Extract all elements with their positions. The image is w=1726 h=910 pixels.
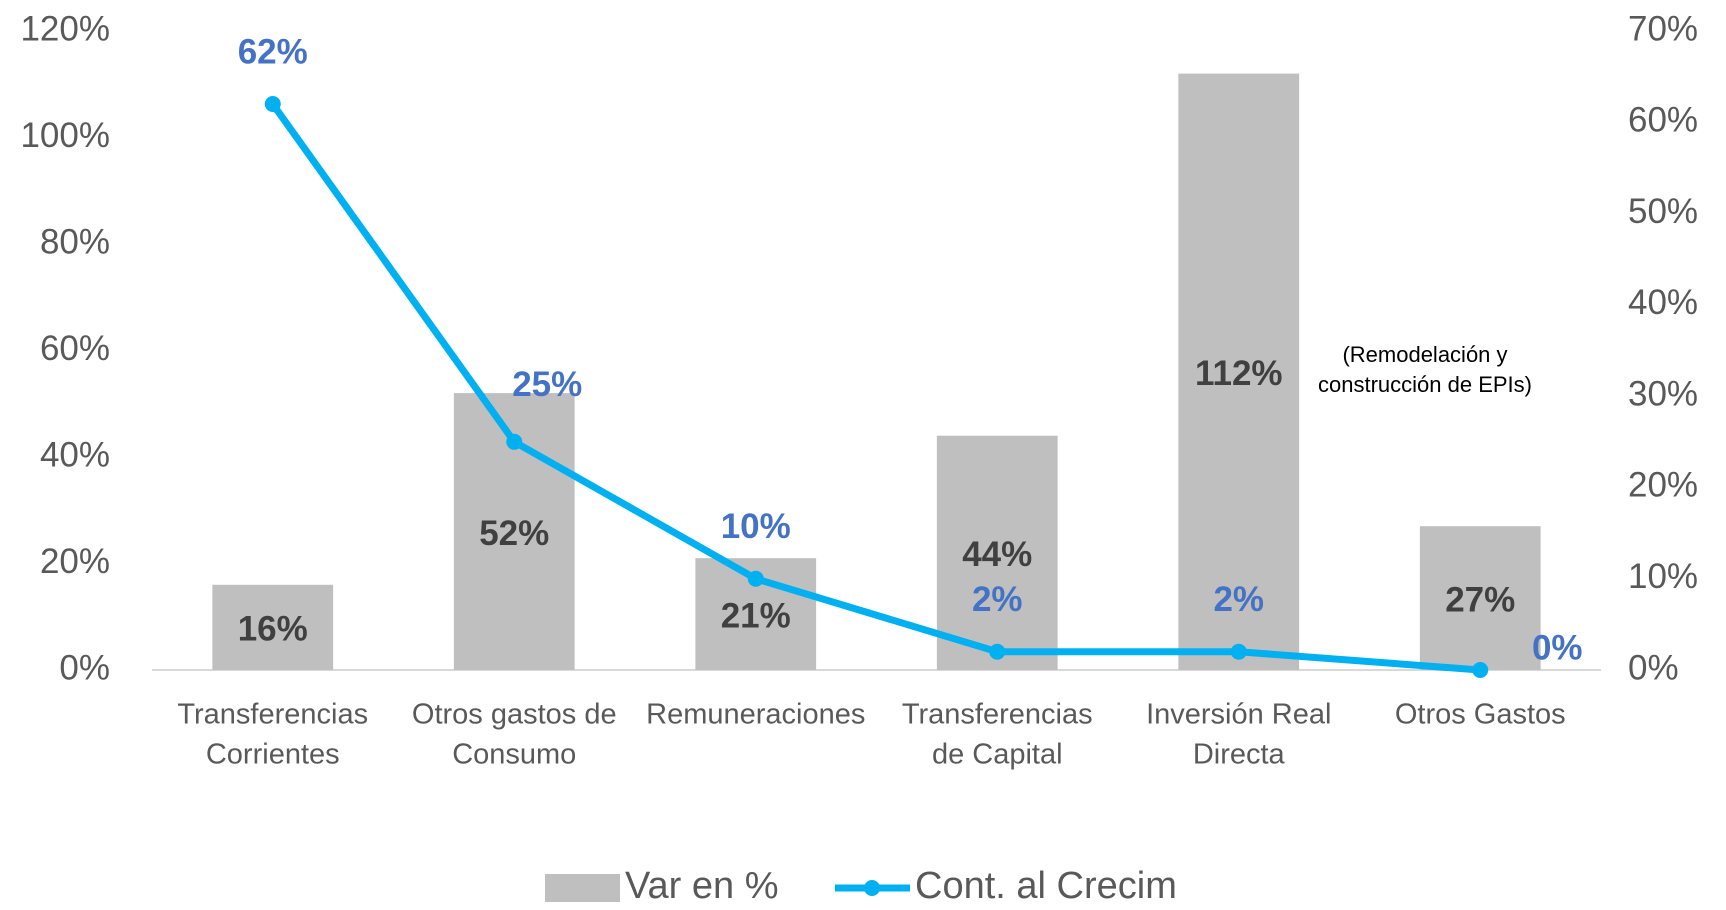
x-tick-label: Transferencias [177, 699, 368, 731]
line-point [747, 570, 764, 587]
line [269, 101, 1481, 674]
legend-swatch [545, 874, 620, 902]
legend-label: Cont. al Crecim [915, 865, 1177, 907]
y-tick-label: 0% [59, 648, 110, 687]
bar-label: 27% [1445, 580, 1515, 619]
bar-label: 44% [962, 535, 1032, 574]
x-tick-label: Otros gastos de [412, 699, 617, 731]
x-tick-label: Consumo [452, 739, 576, 771]
y2-tick-label: 50% [1628, 192, 1698, 231]
y-tick-label: 60% [40, 329, 110, 368]
bar-label: 112% [1195, 354, 1283, 393]
line-point [1472, 662, 1489, 678]
y2-tick-label: 30% [1628, 374, 1698, 413]
line-point [264, 96, 281, 113]
bar [1419, 526, 1541, 670]
y-tick-label: 120% [20, 9, 110, 48]
x-tick-label: Otros Gastos [1395, 699, 1566, 731]
x-tick-label: de Capital [932, 739, 1063, 771]
line-label: 2% [1213, 580, 1264, 619]
annotation: construcción de EPIs) [1318, 372, 1532, 397]
y-tick-label: 20% [40, 542, 110, 581]
y2-tick-label: 70% [1628, 9, 1698, 48]
bar-label: 21% [721, 596, 791, 635]
line-point [506, 433, 523, 450]
x-tick-label: Corrientes [206, 739, 340, 771]
line-point [989, 643, 1006, 660]
line-label: 10% [721, 507, 791, 546]
legend-swatch [864, 880, 880, 896]
y-tick-label: 80% [40, 222, 110, 261]
y2-tick-label: 40% [1628, 283, 1698, 322]
annotation: (Remodelación y [1342, 342, 1507, 367]
bar [212, 584, 334, 670]
line-label: 2% [972, 580, 1023, 619]
y2-tick-label: 10% [1628, 557, 1698, 596]
y2-tick-label: 20% [1628, 466, 1698, 505]
bar [1178, 73, 1300, 671]
line-label: 25% [512, 365, 582, 404]
y2-tick-label: 60% [1628, 101, 1698, 140]
y-tick-label: 40% [40, 435, 110, 474]
bar [936, 435, 1058, 670]
y-tick-label: 100% [20, 116, 110, 155]
x-tick-label: Inversión Real [1146, 699, 1331, 731]
x-tick-label: Remuneraciones [646, 699, 865, 731]
line-label: 62% [238, 32, 308, 71]
x-tick-label: Transferencias [902, 699, 1093, 731]
bar-label: 16% [238, 610, 308, 649]
y2-tick-label: 0% [1628, 648, 1679, 687]
bar-label: 52% [479, 514, 549, 553]
legend-label: Var en % [625, 865, 778, 907]
line-point [1230, 643, 1247, 660]
x-tick-label: Directa [1193, 739, 1286, 771]
line-label: 0% [1532, 628, 1583, 667]
